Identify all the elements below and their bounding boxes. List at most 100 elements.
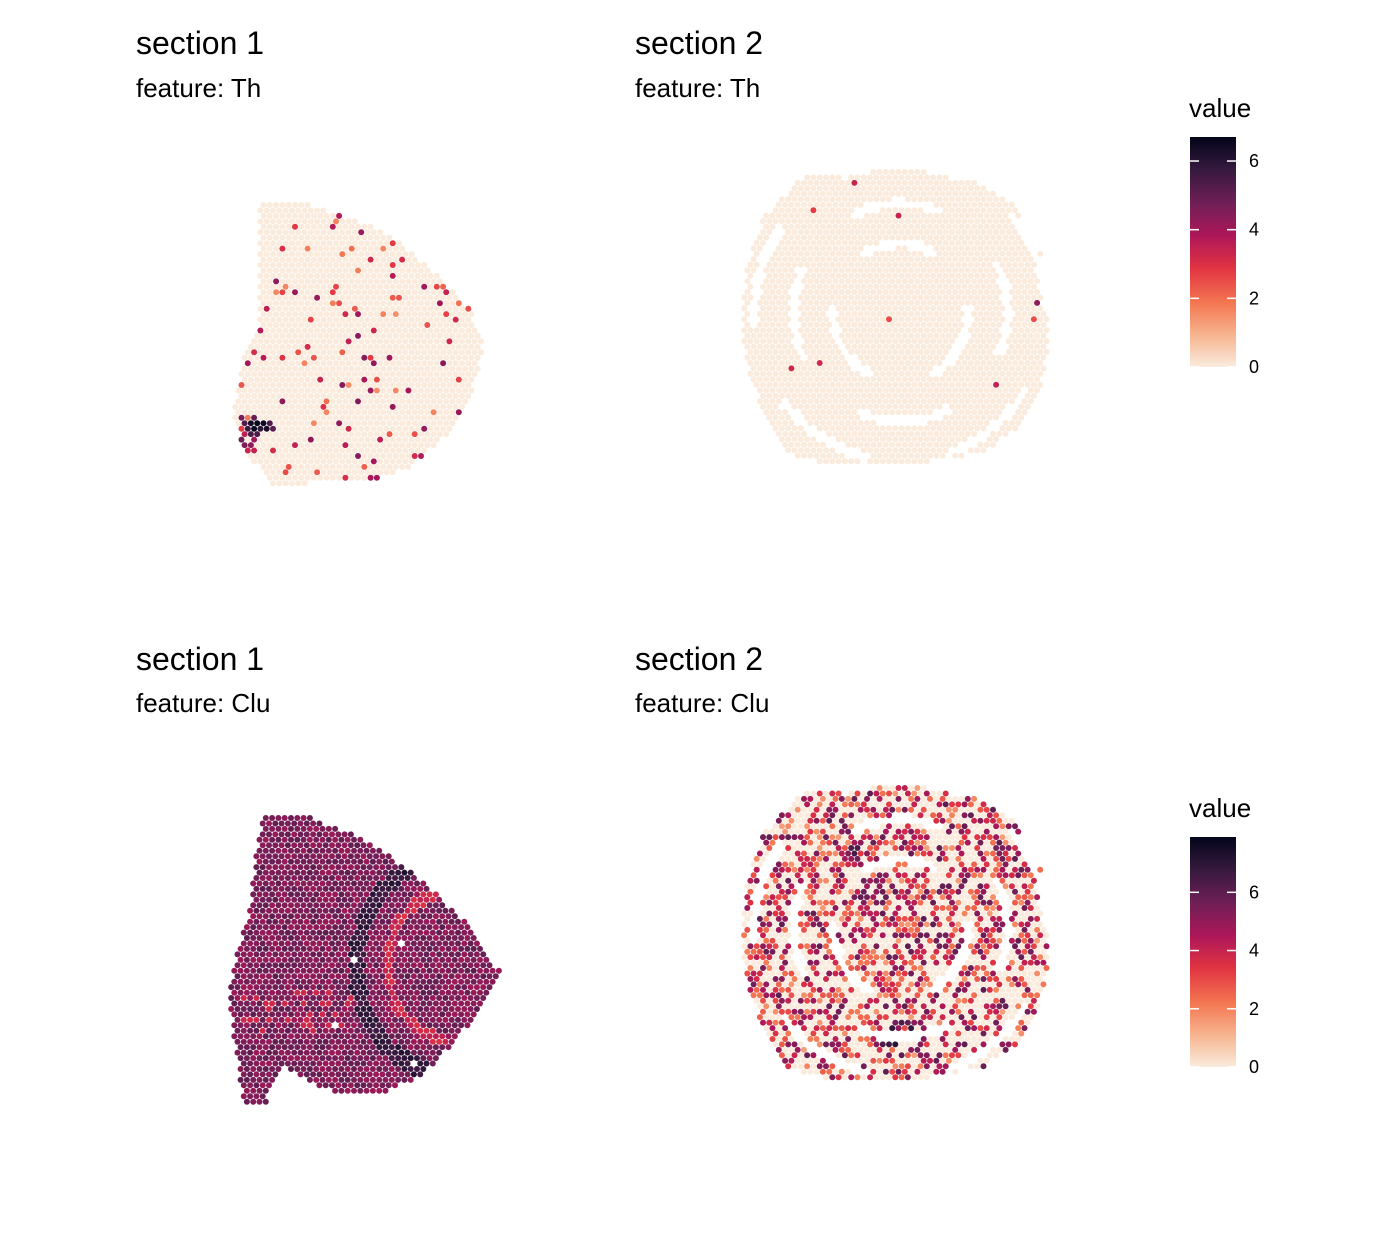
panel-1-spot [270,469,276,476]
panel-1-spot [329,223,336,230]
panel-2-spot [882,354,889,361]
panel-2-spot [980,229,987,235]
panel-1-spot [361,300,368,307]
panel-2-spot [823,360,829,366]
panel-2-spot [807,365,814,372]
panel-2-spot [961,272,968,279]
panel-1-spot [266,420,273,427]
panel-2-spot [911,294,918,301]
panel-2-spot [920,332,927,339]
panel-3-spot [338,869,345,876]
panel-2-spot [971,310,978,317]
panel-1-spot [471,349,478,356]
panel-2-spot [807,212,814,219]
panel-2-spot [873,185,880,192]
panel-2-spot [908,169,915,175]
panel-3-spot [347,842,354,849]
panel-3-spot [310,962,317,969]
panel-2-spot [942,174,949,181]
panel-2-spot [927,179,933,186]
panel-2-spot [873,349,880,355]
panel-1-spot [377,294,384,301]
panel-3-spot [429,907,436,914]
panel-3-spot [306,858,313,865]
panel-3-spot [278,853,285,860]
panel-3-spot [313,978,320,985]
panel-1-spot [276,327,283,334]
panel-1-spot [260,398,267,405]
panel-1-spot [339,338,346,345]
panel-2-spot [838,190,845,197]
panel-3-spot [392,864,398,871]
panel-3-spot [442,1016,449,1023]
panel-2-spot [945,321,952,328]
panel-3-spot [439,978,446,985]
panel-2-spot [882,212,889,219]
panel-2-spot [911,316,918,323]
panel-3-spot [357,891,364,898]
panel-1-spot [402,305,409,312]
panel-2-spot [945,278,952,285]
panel-1-spot [304,463,311,470]
panel-1-spot [402,371,409,378]
panel-1-spot [414,360,421,367]
panel-1-spot [405,442,412,449]
panel-1-spot [430,300,437,307]
panel-1-spot [351,414,358,421]
panel-3-spot [322,1016,329,1023]
panel-3-spot [256,1033,263,1040]
panel-3-spot [284,940,291,947]
panel-3-spot [247,1049,254,1056]
panel-2-spot [882,409,889,416]
panel-3-spot [250,1066,257,1072]
panel-3-spot [322,951,329,958]
panel-3-spot [417,929,424,936]
panel-1-spot [273,365,280,372]
panel-2-spot [807,420,814,426]
panel-2-spot [933,398,940,405]
panel-2-spot [804,196,811,203]
panel-3-spot [382,1066,389,1072]
panel-1-spot [370,283,377,290]
panel-3-spot [467,973,474,980]
panel-3-spot [313,891,320,898]
panel-2-spot [813,299,820,306]
panel-2-spot [870,289,877,295]
panel-3-spot [262,956,269,963]
panel-3-spot [379,885,386,892]
panel-1-spot [317,420,324,427]
panel-3-spot [483,978,490,985]
panel-3-spot [272,1060,279,1067]
panel-1-spot [380,332,387,339]
panel-1-spot [452,338,459,345]
panel-1-spot [279,474,286,481]
panel-1-spot [449,311,456,318]
panel-1-spot [270,240,276,247]
panel-2-spot [816,414,823,421]
panel-1-spot [342,267,349,274]
panel-1-spot [351,349,358,356]
panel-2-spot [898,294,905,301]
panel-2-spot [904,196,911,203]
panel-2-spot [920,190,927,197]
panel-2-spot [908,354,915,361]
panel-2-spot [882,398,889,405]
panel-3-spot [306,935,313,941]
panel-3-spot [486,984,493,991]
panel-1-spot [317,332,324,339]
panel-2-spot [901,354,908,361]
panel-1-spot [304,442,311,449]
panel-2-spot [930,425,937,432]
panel-1-spot [358,436,365,443]
panel-2-spot [958,452,965,459]
panel-3-spot [319,858,326,865]
panel-1-spot [452,371,459,378]
panel-2-spot [848,316,855,323]
panel-2-spot [914,256,921,263]
panel-3-spot [310,1049,317,1056]
panel-3-spot [369,1033,376,1040]
panel-1-spot [260,463,267,470]
panel-1-spot [367,256,374,263]
panel-1-spot [333,349,339,356]
panel-3-spot [259,951,266,958]
